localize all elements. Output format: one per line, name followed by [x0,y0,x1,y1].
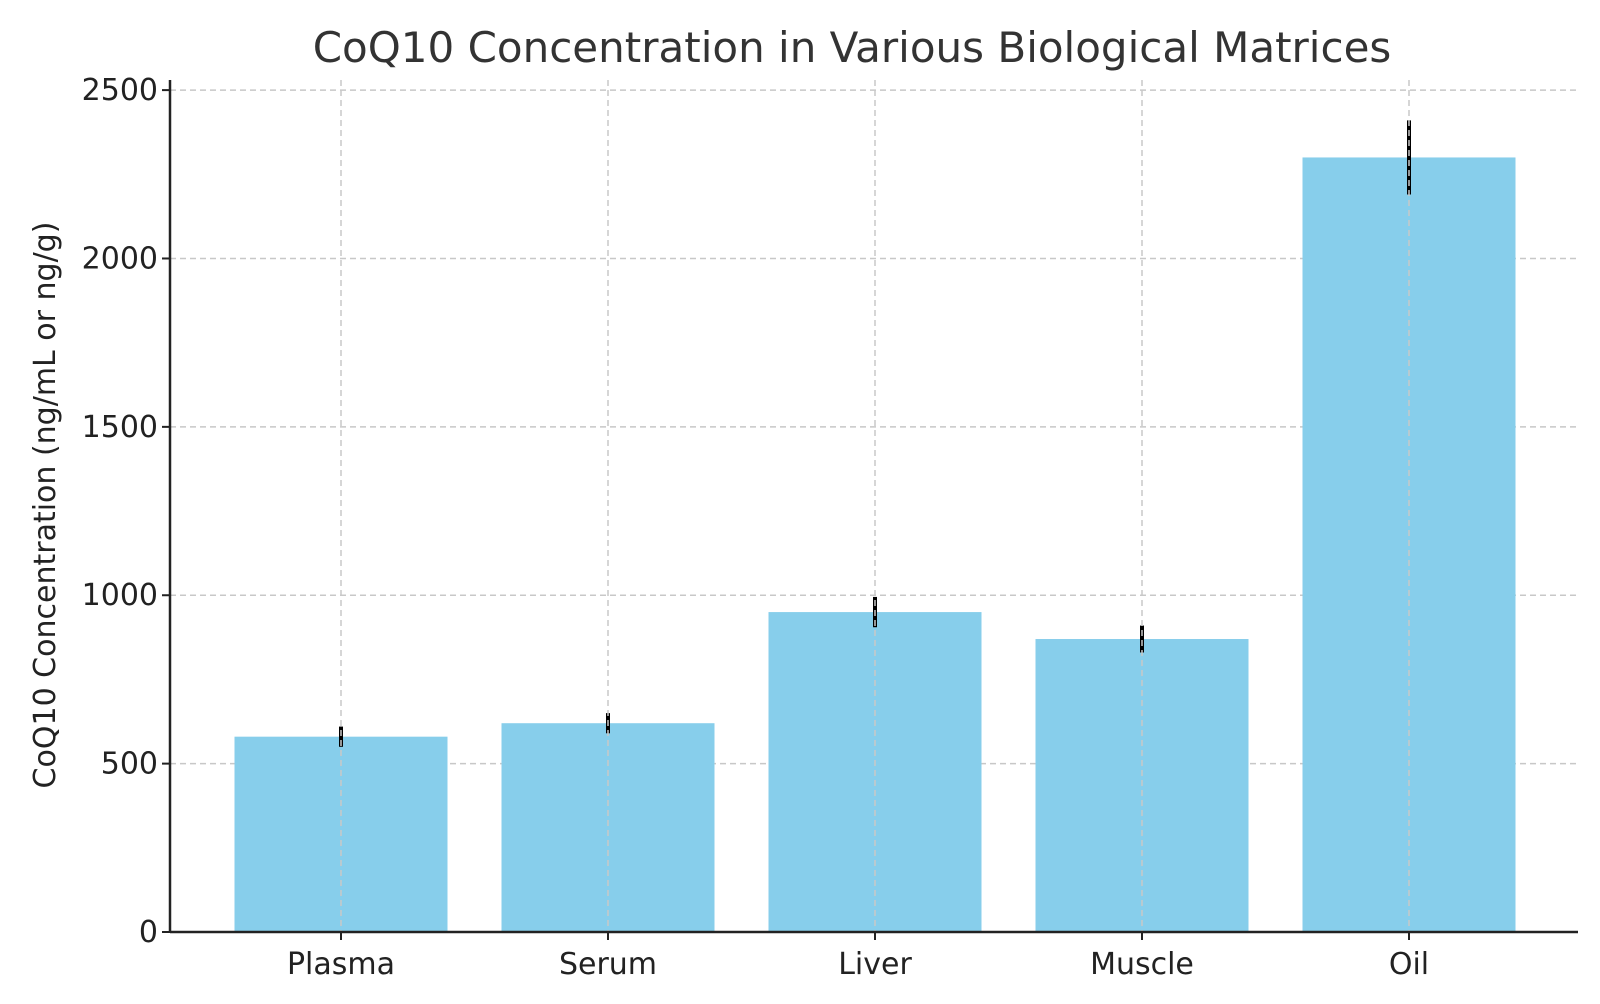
tick-labels: 0 500 1000 1500 2000 2500 Plasma Serum Liver Musc… [82,73,1430,982]
x-tick-label-plasma: Plasma [287,947,395,982]
y-tick-label: 2000 [82,241,158,276]
y-axis-title: CoQ10 Concentration (ng/mL or ng/g) [28,222,63,789]
bar-serum [501,723,715,932]
chart-title: CoQ10 Concentration in Various Biologica… [313,23,1392,72]
axes [162,80,1578,940]
y-tick-label: 500 [101,747,158,782]
y-tick-label: 2500 [82,73,158,108]
x-tick-label-muscle: Muscle [1090,947,1194,982]
y-tick-label: 1500 [82,410,158,445]
x-tick-label-oil: Oil [1389,947,1429,982]
y-tick-label: 0 [139,915,158,950]
y-tick-label: 1000 [82,578,158,613]
x-tick-label-serum: Serum [559,947,657,982]
vertical-grid-lines [340,80,1410,932]
x-tick-label-liver: Liver [838,947,912,982]
